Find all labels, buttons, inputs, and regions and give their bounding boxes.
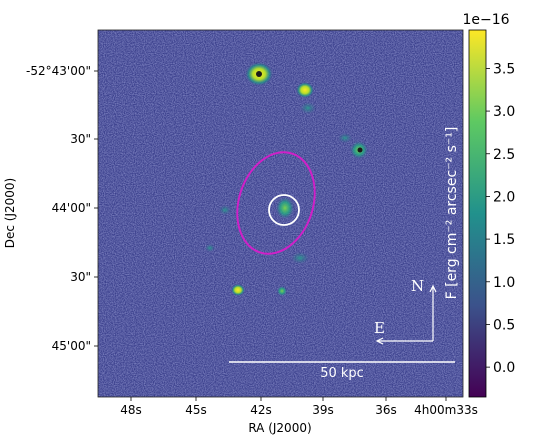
colorbar-tick-label: 0.0 [493, 360, 515, 376]
sources [205, 62, 368, 296]
galaxy-aperture-ellipse [236, 151, 316, 255]
colorbar: 3.5 3.0 2.5 2.0 1.5 1.0 0.5 0.0 [468, 29, 515, 398]
colorbar-ticks: 3.5 3.0 2.5 2.0 1.5 1.0 0.5 0.0 [486, 61, 515, 376]
core-aperture-circle [268, 194, 300, 226]
colorbar-tick-label: 2.5 [493, 147, 515, 163]
x-tick-label: 45s [185, 403, 207, 417]
x-tick-label: 4h00m33s [414, 403, 478, 417]
compass-north-label: N [411, 277, 424, 295]
compass-east-label: E [374, 319, 385, 337]
y-axis-title: Dec (J2000) [3, 178, 17, 248]
scale-bar-label: 50 kpc [320, 366, 364, 381]
colorbar-tick-label: 0.5 [493, 317, 515, 333]
x-axis [130, 397, 447, 401]
colorbar-tick-label: 1.0 [493, 275, 515, 291]
x-tick-label: 48s [120, 403, 142, 417]
colorbar-tick-label: 3.5 [493, 61, 515, 77]
colorbar-tick-label: 1.5 [493, 232, 515, 248]
x-tick-label: 36s [375, 403, 397, 417]
y-tick-label: 45'00" [52, 339, 91, 353]
y-tick-label: 30" [70, 132, 91, 146]
colorbar-tick-label: 3.0 [493, 104, 515, 120]
y-tick-label: 30" [70, 270, 91, 284]
colorbar-label: F [erg cm⁻² arcsec⁻² s⁻¹] [444, 127, 460, 300]
y-tick-label: 44'00" [52, 201, 91, 215]
sky-image: N E 50 kpc [97, 29, 464, 398]
x-axis-title: RA (J2000) [248, 421, 311, 435]
colorbar-exponent: 1e−16 [462, 12, 509, 28]
y-tick-label: -52°43'00" [26, 64, 91, 78]
x-tick-label: 39s [312, 403, 334, 417]
compass-arrows [375, 284, 437, 345]
colorbar-tick-label: 2.0 [493, 189, 515, 205]
y-axis [94, 70, 98, 347]
x-tick-label: 42s [250, 403, 272, 417]
